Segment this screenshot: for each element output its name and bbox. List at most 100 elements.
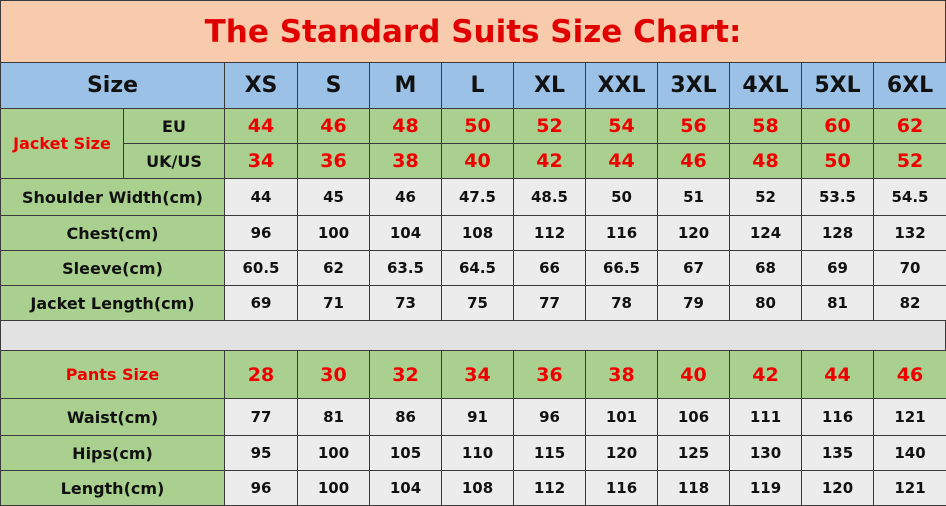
size-header: XS — [224, 62, 298, 109]
pants-size: 42 — [729, 350, 802, 399]
measurement: 81 — [801, 285, 874, 321]
measurement: 66 — [513, 250, 586, 286]
measurement: 124 — [729, 215, 802, 251]
row-label: Hips(cm) — [0, 435, 225, 471]
measurement: 112 — [513, 215, 586, 251]
pants-size: 28 — [224, 350, 298, 399]
jacket-size: 46 — [297, 108, 370, 144]
measurement: 104 — [369, 470, 442, 506]
measurement: 140 — [873, 435, 946, 471]
measurement: 101 — [585, 398, 658, 436]
measurement: 54.5 — [873, 178, 946, 216]
pants-size: 30 — [297, 350, 370, 399]
jacket-size: 46 — [657, 143, 730, 179]
measurement: 63.5 — [369, 250, 442, 286]
size-header: XXL — [585, 62, 658, 109]
measurement: 50 — [585, 178, 658, 216]
measurement: 104 — [369, 215, 442, 251]
measurement: 108 — [441, 470, 514, 506]
measurement: 120 — [657, 215, 730, 251]
measurement: 62 — [297, 250, 370, 286]
jacket-size: 58 — [729, 108, 802, 144]
jacket-size: 44 — [224, 108, 298, 144]
measurement: 48.5 — [513, 178, 586, 216]
measurement: 46 — [369, 178, 442, 216]
jacket-size: 42 — [513, 143, 586, 179]
measurement: 67 — [657, 250, 730, 286]
measurement: 45 — [297, 178, 370, 216]
row-label: Shoulder Width(cm) — [0, 178, 225, 216]
measurement: 47.5 — [441, 178, 514, 216]
measurement: 96 — [224, 215, 298, 251]
row-label: Jacket Length(cm) — [0, 285, 225, 321]
spacer-row — [0, 320, 946, 351]
measurement: 69 — [224, 285, 298, 321]
measurement: 52 — [729, 178, 802, 216]
jacket-size: 48 — [729, 143, 802, 179]
measurement: 80 — [729, 285, 802, 321]
measurement: 116 — [801, 398, 874, 436]
measurement: 69 — [801, 250, 874, 286]
measurement: 68 — [729, 250, 802, 286]
row-label: Length(cm) — [0, 470, 225, 506]
measurement: 95 — [224, 435, 298, 471]
pants-size: 40 — [657, 350, 730, 399]
row-label: Sleeve(cm) — [0, 250, 225, 286]
size-header: 4XL — [729, 62, 802, 109]
jacket-size: 34 — [224, 143, 298, 179]
measurement: 125 — [657, 435, 730, 471]
measurement: 70 — [873, 250, 946, 286]
row-label: Waist(cm) — [0, 398, 225, 436]
measurement: 79 — [657, 285, 730, 321]
measurement: 119 — [729, 470, 802, 506]
measurement: 106 — [657, 398, 730, 436]
measurement: 75 — [441, 285, 514, 321]
size-header: S — [297, 62, 370, 109]
measurement: 66.5 — [585, 250, 658, 286]
jacket-size: 48 — [369, 108, 442, 144]
measurement: 110 — [441, 435, 514, 471]
measurement: 120 — [585, 435, 658, 471]
measurement: 100 — [297, 435, 370, 471]
jacket-label: Jacket Size — [0, 108, 124, 179]
measurement: 77 — [224, 398, 298, 436]
measurement: 135 — [801, 435, 874, 471]
measurement: 100 — [297, 215, 370, 251]
chart-title: The Standard Suits Size Chart: — [0, 0, 946, 63]
measurement: 128 — [801, 215, 874, 251]
size-header: 6XL — [873, 62, 946, 109]
measurement: 81 — [297, 398, 370, 436]
jacket-system: UK/US — [123, 143, 225, 179]
measurement: 82 — [873, 285, 946, 321]
jacket-size: 62 — [873, 108, 946, 144]
measurement: 121 — [873, 470, 946, 506]
measurement: 86 — [369, 398, 442, 436]
measurement: 71 — [297, 285, 370, 321]
measurement: 116 — [585, 215, 658, 251]
measurement: 130 — [729, 435, 802, 471]
jacket-system: EU — [123, 108, 225, 144]
measurement: 73 — [369, 285, 442, 321]
measurement: 91 — [441, 398, 514, 436]
jacket-size: 38 — [369, 143, 442, 179]
measurement: 96 — [513, 398, 586, 436]
pants-size: 46 — [873, 350, 946, 399]
jacket-size: 50 — [441, 108, 514, 144]
measurement: 118 — [657, 470, 730, 506]
measurement: 108 — [441, 215, 514, 251]
header-label: Size — [0, 62, 225, 109]
jacket-size: 52 — [513, 108, 586, 144]
measurement: 105 — [369, 435, 442, 471]
measurement: 111 — [729, 398, 802, 436]
measurement: 51 — [657, 178, 730, 216]
pants-label: Pants Size — [0, 350, 225, 399]
measurement: 60.5 — [224, 250, 298, 286]
row-label: Chest(cm) — [0, 215, 225, 251]
measurement: 53.5 — [801, 178, 874, 216]
pants-size: 34 — [441, 350, 514, 399]
measurement: 78 — [585, 285, 658, 321]
jacket-size: 52 — [873, 143, 946, 179]
measurement: 112 — [513, 470, 586, 506]
pants-size: 32 — [369, 350, 442, 399]
